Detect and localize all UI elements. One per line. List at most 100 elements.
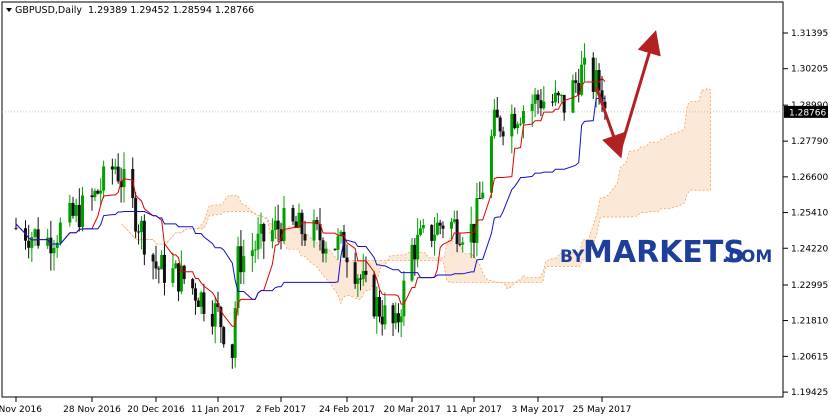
candle-body [303,234,307,241]
y-axis-labels: 1.313951.302051.289901.277901.266001.254… [783,29,828,398]
kijun-line [15,97,605,300]
candle-body [556,92,560,96]
candle-body [81,195,84,228]
candle-body [242,256,246,273]
candle-body [571,80,575,113]
candle-body [416,234,420,260]
candle-body [492,109,496,137]
candle-body [282,207,286,241]
current-price-box [784,105,828,118]
x-tick-label: 11 Jan 2017 [191,405,245,415]
candle-body [291,207,295,222]
candle-body [58,222,62,243]
candle-body [410,244,414,281]
candle-body [455,219,459,244]
candle-body [174,263,178,269]
candle-body [458,243,462,245]
candle-body [481,192,485,199]
logo-com-text: .COM [722,247,772,267]
candle-body [603,101,607,109]
candle-body [222,327,226,345]
x-tick-label: 25 May 2017 [573,405,632,415]
plot-frame [1,1,784,398]
candle-body [90,195,94,198]
candle-body [131,168,135,198]
indicator-lines [15,77,606,327]
candle-body [469,223,473,243]
candle-body [495,109,499,118]
chevron-down-icon[interactable] [6,8,12,12]
candle-body [191,279,195,289]
candle-body [253,249,257,251]
candle-body [193,288,197,301]
candle-body [219,307,223,328]
candle-body [52,247,56,254]
candle-body [202,292,206,314]
candle-body [250,250,254,257]
candle-body [113,166,117,170]
candle-body [33,229,37,238]
candle-body [236,246,240,309]
candle-body [239,246,243,273]
candle-body [530,103,534,111]
candle-body [441,225,445,229]
candle-body [99,190,103,194]
candle-body [418,228,422,235]
candle-body [345,257,349,263]
y-tick-label: 1.30205 [791,65,828,75]
candle-body [449,221,453,229]
candle-body [553,92,557,103]
y-tick-label: 1.22995 [791,281,828,291]
x-tick-label: 4 Nov 2016 [0,405,42,415]
candle-body [501,131,505,137]
current-price-label: 1.28766 [789,108,826,118]
candle-body [594,70,598,92]
candle-body [93,190,97,198]
candle-body [583,57,587,65]
y-tick-label: 1.26600 [791,173,828,183]
cloud-area [121,87,711,305]
candle-body [154,261,158,269]
x-tick-label: 20 Dec 2016 [127,405,185,415]
candle-body [179,265,183,292]
candle-body [162,254,166,283]
candle-body [461,242,465,245]
candle-body [478,198,482,200]
y-tick-label: 1.27790 [791,137,828,147]
candle-body [342,231,346,258]
candle-body [36,229,40,246]
x-tick-label: 28 Nov 2016 [63,405,121,415]
candle-body [472,223,476,243]
candle-body [110,166,114,170]
candle-body [102,166,106,191]
x-tick-label: 3 May 2017 [512,405,565,415]
candle-body [396,313,400,323]
candle-body [380,316,384,325]
candle-body [519,123,523,125]
candle-body [353,262,357,284]
x-axis-labels: 4 Nov 2016 28 Nov 2016 20 Dec 2016 11 Jan 2… [0,397,631,415]
candle-body [433,234,437,241]
ichimoku-cloud [121,87,711,305]
y-tick-label: 1.21810 [791,317,828,327]
candle-body [71,202,75,216]
candle-body [134,197,138,232]
candle-body [359,278,363,280]
candle-body [77,204,81,228]
candle-body [151,254,155,262]
x-tick-label: 24 Feb 2017 [319,405,375,415]
candle-body [142,220,146,255]
candle-body [262,224,266,242]
candle-body [122,168,126,188]
candle-body [513,113,517,129]
candle-body [276,220,280,230]
candle-body [233,308,237,358]
candlesticks [14,43,607,369]
candle-body [68,202,72,223]
candle-body [562,94,566,113]
y-tick-label: 1.24220 [791,244,828,254]
candle-body [279,229,283,241]
candle-body [312,220,316,241]
candle-body [199,292,203,307]
